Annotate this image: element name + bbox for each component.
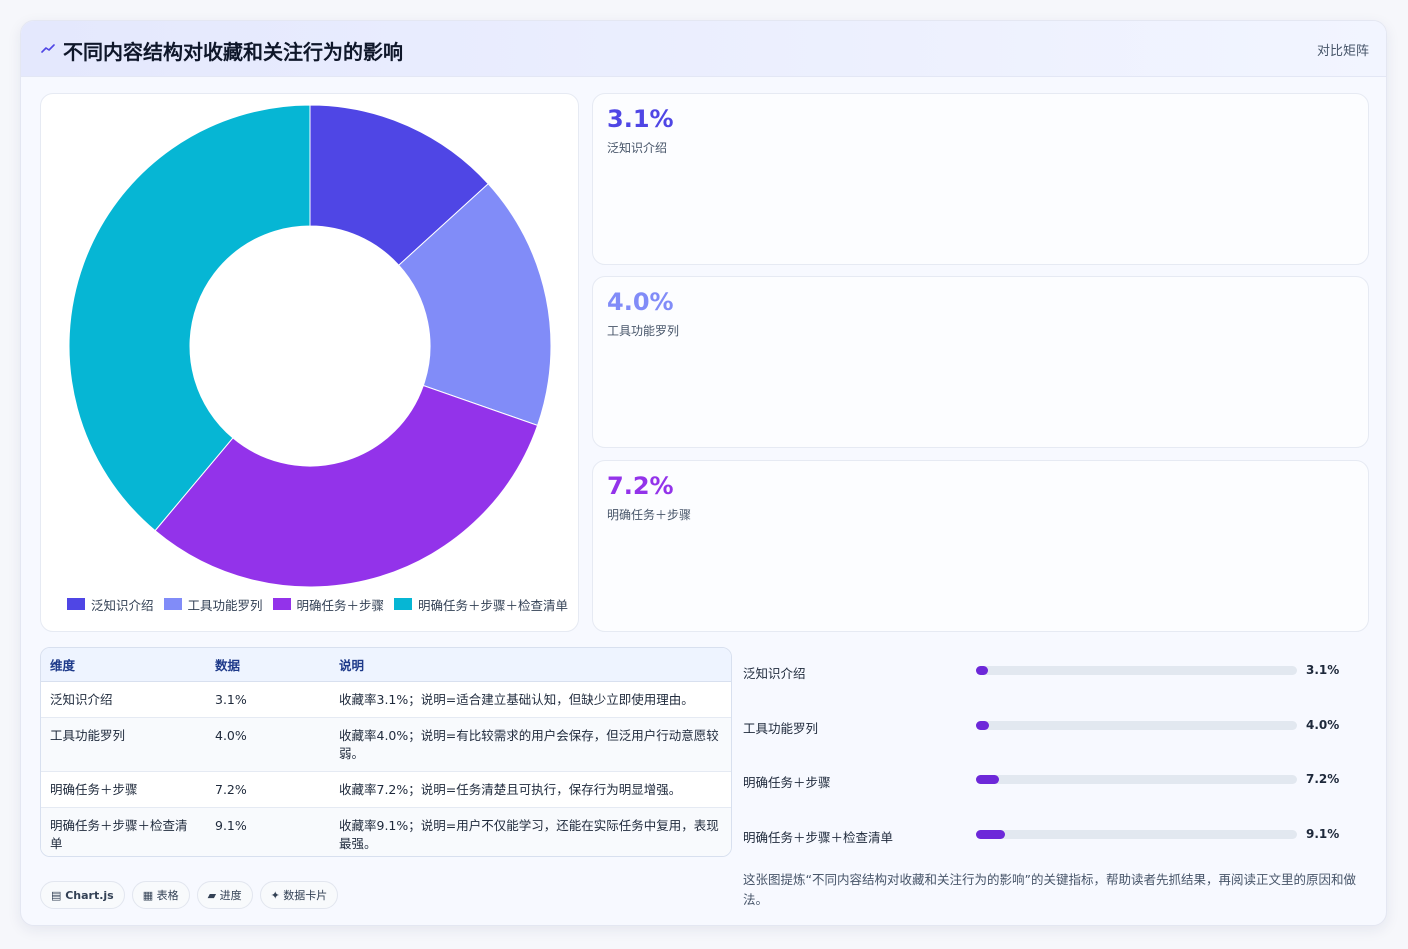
progress-label: 泛知识介绍 bbox=[743, 666, 806, 681]
chip-progress[interactable]: ▰ 进度 bbox=[196, 881, 253, 909]
card-header: 不同内容结构对收藏和关注行为的影响 对比矩阵 bbox=[21, 21, 1386, 77]
legend-item[interactable]: 泛知识介绍 bbox=[67, 595, 154, 614]
progress-fill bbox=[976, 775, 1000, 784]
donut-slice[interactable] bbox=[398, 183, 552, 427]
chip-group: ▤ Chart.js ▦ 表格 ▰ 进度 ✦ 数据卡片 bbox=[40, 881, 345, 909]
table-cell: 明确任务＋步骤 bbox=[41, 771, 206, 808]
legend-swatch bbox=[394, 598, 413, 610]
table-cell: 收藏率7.2%；说明=任务清楚且可执行，保存行为明显增强。 bbox=[330, 771, 731, 808]
progress-fill bbox=[976, 721, 989, 730]
legend-swatch bbox=[163, 598, 182, 610]
column-header-data[interactable]: 数据 bbox=[206, 648, 330, 682]
chart-caption: 这张图提炼“不同内容结构对收藏和关注行为的影响”的关键指标，帮助读者先抓结果，再… bbox=[743, 872, 1356, 907]
stat-value: 4.0% bbox=[607, 288, 674, 316]
stat-card: 7.2% 明确任务＋步骤 bbox=[592, 460, 1369, 632]
progress-row: 工具功能罗列 4.0% bbox=[743, 716, 1363, 736]
progress-track bbox=[976, 666, 1297, 675]
column-header-dimension[interactable]: 维度 bbox=[41, 648, 206, 682]
progress-track bbox=[976, 775, 1297, 784]
stat-value: 3.1% bbox=[607, 105, 674, 133]
legend-item[interactable]: 明确任务＋步骤 bbox=[272, 595, 385, 614]
progress-value: 7.2% bbox=[1306, 772, 1340, 786]
legend-label: 泛知识介绍 bbox=[91, 597, 154, 613]
stat-label: 工具功能罗列 bbox=[607, 324, 680, 338]
stat-card: 3.1% 泛知识介绍 bbox=[592, 93, 1369, 265]
stat-value: 7.2% bbox=[607, 472, 674, 500]
chip-table[interactable]: ▦ 表格 bbox=[131, 881, 190, 909]
table-cell: 3.1% bbox=[206, 681, 330, 718]
table-cell: 收藏率9.1%；说明=用户不仅能学习，还能在实际任务中复用，表现最强。 bbox=[330, 807, 731, 856]
legend-label: 明确任务＋步骤＋检查清单 bbox=[418, 597, 569, 613]
data-table: 维度 数据 说明 泛知识介绍 3.1% 收藏率3.1%；说明=适合建立基础认知，… bbox=[40, 647, 732, 857]
progress-value: 4.0% bbox=[1306, 718, 1340, 732]
progress-fill bbox=[976, 830, 1006, 839]
table-cell: 4.0% bbox=[206, 717, 330, 772]
legend-swatch bbox=[272, 598, 291, 610]
donut-chart-panel: 泛知识介绍 工具功能罗列 明确任务＋步骤 明确任务＋步骤＋检查清单 bbox=[40, 93, 579, 632]
page-title: 不同内容结构对收藏和关注行为的影响 bbox=[63, 40, 403, 64]
legend-swatch bbox=[67, 598, 85, 610]
progress-track bbox=[976, 721, 1297, 730]
table-row: 工具功能罗列 4.0% 收藏率4.0%；说明=有比较需求的用户会保存，但泛用户行… bbox=[41, 717, 731, 772]
table-cell: 收藏率3.1%；说明=适合建立基础认知，但缺少立即使用理由。 bbox=[330, 681, 731, 718]
progress-label: 工具功能罗列 bbox=[743, 721, 819, 736]
view-type-label: 对比矩阵 bbox=[1316, 44, 1369, 59]
table-cell: 收藏率4.0%；说明=有比较需求的用户会保存，但泛用户行动意愿较弱。 bbox=[330, 717, 731, 772]
table-row: 明确任务＋步骤＋检查清单 9.1% 收藏率9.1%；说明=用户不仅能学习，还能在… bbox=[41, 807, 731, 856]
progress-fill bbox=[976, 666, 988, 675]
table-header-row: 维度 数据 说明 bbox=[41, 648, 731, 682]
stat-label: 泛知识介绍 bbox=[607, 141, 668, 155]
donut-slice[interactable] bbox=[154, 384, 539, 588]
progress-label: 明确任务＋步骤＋检查清单 bbox=[743, 830, 894, 845]
table-row: 明确任务＋步骤 7.2% 收藏率7.2%；说明=任务清楚且可执行，保存行为明显增… bbox=[41, 771, 731, 808]
chip-chartjs[interactable]: ▤ Chart.js bbox=[40, 881, 125, 909]
stat-card: 4.0% 工具功能罗列 bbox=[592, 276, 1369, 448]
table-cell: 工具功能罗列 bbox=[41, 717, 206, 772]
table-cell: 明确任务＋步骤＋检查清单 bbox=[41, 807, 206, 856]
trend-line-icon bbox=[41, 44, 55, 53]
table-cell: 泛知识介绍 bbox=[41, 681, 206, 718]
column-header-description[interactable]: 说明 bbox=[330, 648, 731, 682]
donut-slice[interactable] bbox=[309, 104, 489, 266]
table-cell: 9.1% bbox=[206, 807, 330, 856]
stat-label: 明确任务＋步骤 bbox=[607, 508, 692, 522]
chart-legend: 泛知识介绍 工具功能罗列 明确任务＋步骤 明确任务＋步骤＋检查清单 bbox=[67, 594, 568, 614]
progress-track bbox=[976, 830, 1297, 839]
progress-row: 泛知识介绍 3.1% bbox=[743, 661, 1363, 681]
legend-label: 工具功能罗列 bbox=[187, 597, 263, 613]
legend-item[interactable]: 明确任务＋步骤＋检查清单 bbox=[394, 595, 568, 614]
chip-cards[interactable]: ✦ 数据卡片 bbox=[259, 881, 339, 909]
progress-row: 明确任务＋步骤＋检查清单 9.1% bbox=[743, 825, 1363, 845]
dashboard-card: 不同内容结构对收藏和关注行为的影响 对比矩阵 泛知识介绍 工具功能罗列 明确任务… bbox=[20, 20, 1387, 926]
legend-label: 明确任务＋步骤 bbox=[296, 597, 385, 613]
chip-label: ▤ Chart.js bbox=[51, 888, 114, 902]
donut-chart bbox=[68, 104, 552, 588]
progress-value: 3.1% bbox=[1306, 663, 1340, 677]
progress-label: 明确任务＋步骤 bbox=[743, 775, 831, 790]
table-row: 泛知识介绍 3.1% 收藏率3.1%；说明=适合建立基础认知，但缺少立即使用理由… bbox=[41, 681, 731, 718]
table-cell: 7.2% bbox=[206, 771, 330, 808]
donut-slice[interactable] bbox=[68, 104, 311, 532]
progress-row: 明确任务＋步骤 7.2% bbox=[743, 770, 1363, 790]
progress-value: 9.1% bbox=[1306, 827, 1340, 841]
legend-item[interactable]: 工具功能罗列 bbox=[163, 595, 263, 614]
